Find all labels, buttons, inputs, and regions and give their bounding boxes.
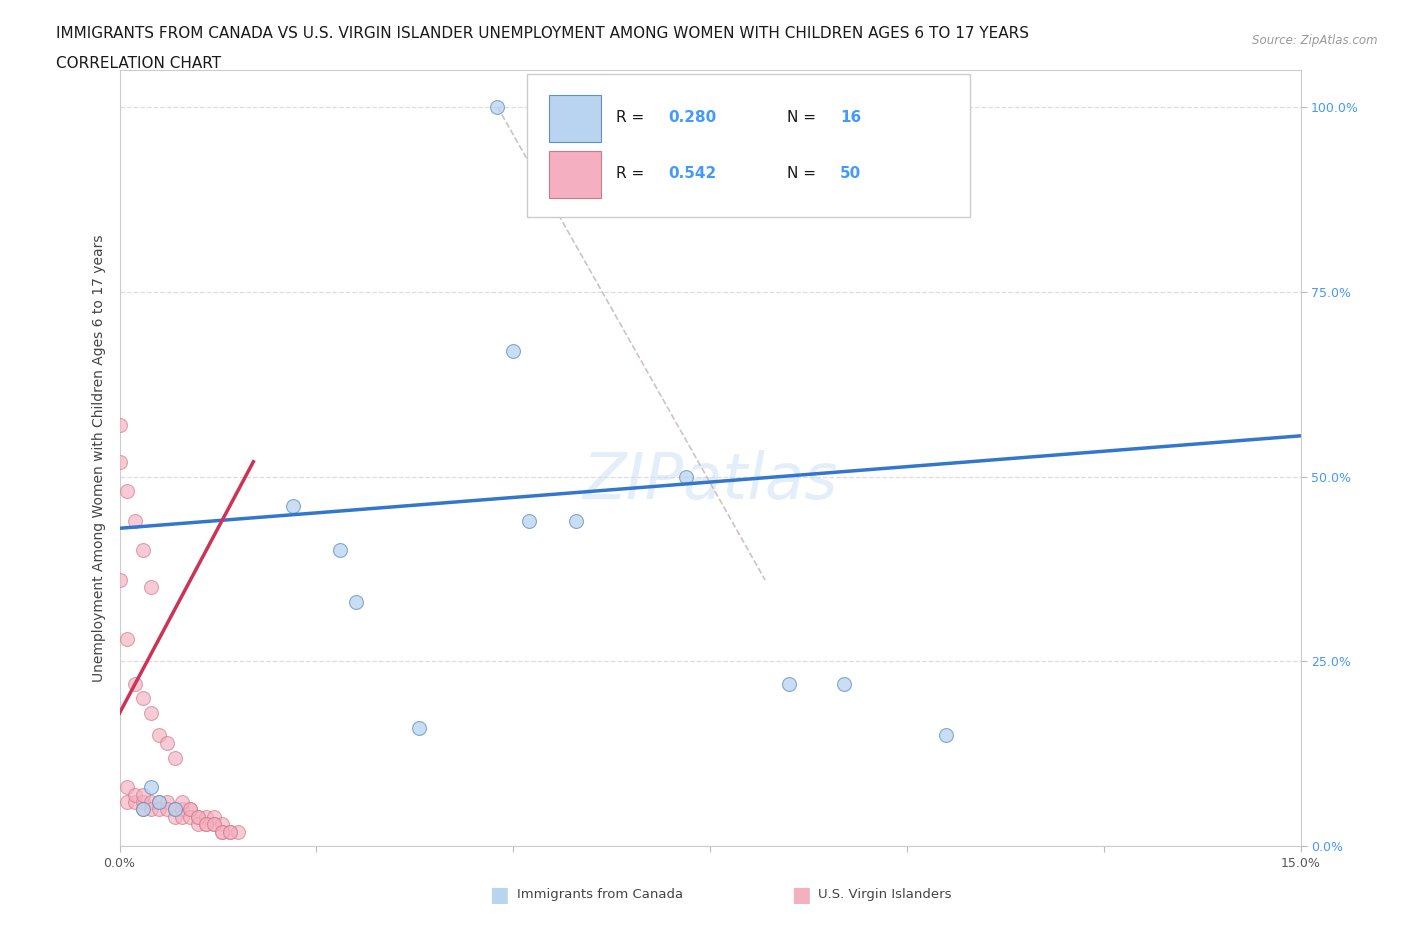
Text: R =: R = (616, 166, 648, 181)
Point (187, 817, 209, 831)
Point (163, 809, 186, 824)
Point (117, 631, 139, 646)
Point (132, 543, 155, 558)
Point (132, 794, 155, 809)
FancyBboxPatch shape (550, 95, 602, 142)
Point (195, 817, 218, 831)
Point (935, 728, 957, 743)
Point (179, 802, 201, 817)
Point (202, 817, 225, 831)
Point (202, 817, 225, 831)
Point (486, 100, 509, 114)
Point (163, 802, 186, 817)
Point (179, 802, 201, 817)
FancyBboxPatch shape (550, 151, 602, 198)
Point (344, 595, 367, 610)
Point (108, 418, 131, 432)
Point (124, 513, 146, 528)
Point (139, 794, 162, 809)
Text: U.S. Virgin Islanders: U.S. Virgin Islanders (818, 888, 952, 901)
Point (211, 817, 233, 831)
Point (329, 543, 352, 558)
Text: 16: 16 (839, 111, 862, 126)
Point (172, 794, 194, 809)
Text: ZIPatlas: ZIPatlas (582, 450, 838, 512)
Y-axis label: Unemployment Among Women with Children Ages 6 to 17 years: Unemployment Among Women with Children A… (93, 234, 107, 682)
Point (502, 343, 524, 358)
Text: IMMIGRANTS FROM CANADA VS U.S. VIRGIN ISLANDER UNEMPLOYMENT AMONG WOMEN WITH CHI: IMMIGRANTS FROM CANADA VS U.S. VIRGIN IS… (56, 26, 1029, 41)
Point (139, 706, 162, 721)
Point (211, 824, 233, 839)
Point (408, 721, 430, 736)
Text: N =: N = (787, 111, 821, 126)
Text: Source: ZipAtlas.com: Source: ZipAtlas.com (1253, 34, 1378, 47)
Point (195, 809, 218, 824)
Point (117, 779, 139, 794)
Point (124, 787, 146, 802)
Point (832, 676, 855, 691)
Point (132, 787, 155, 802)
Point (156, 802, 179, 817)
Point (148, 794, 170, 809)
FancyBboxPatch shape (527, 73, 970, 218)
Point (778, 676, 800, 691)
Point (139, 802, 162, 817)
Point (187, 809, 209, 824)
Point (124, 794, 146, 809)
Point (211, 824, 233, 839)
Point (156, 794, 179, 809)
Point (163, 802, 186, 817)
Point (281, 498, 304, 513)
Point (675, 469, 697, 484)
Point (108, 454, 131, 469)
Point (517, 513, 540, 528)
Point (156, 736, 179, 751)
Point (172, 802, 194, 817)
Text: ■: ■ (792, 884, 811, 905)
Text: CORRELATION CHART: CORRELATION CHART (56, 56, 221, 71)
Point (148, 728, 170, 743)
Text: 0.542: 0.542 (669, 166, 717, 181)
Point (202, 809, 225, 824)
Point (117, 484, 139, 498)
Point (565, 513, 588, 528)
Point (148, 794, 170, 809)
Point (195, 817, 218, 831)
Point (218, 824, 240, 839)
Point (218, 824, 240, 839)
Point (187, 809, 209, 824)
Point (132, 802, 155, 817)
Point (226, 824, 249, 839)
Text: 50: 50 (839, 166, 862, 181)
Point (139, 779, 162, 794)
Point (179, 809, 201, 824)
Point (148, 802, 170, 817)
Text: N =: N = (787, 166, 821, 181)
Point (117, 794, 139, 809)
Point (163, 751, 186, 765)
Point (172, 809, 194, 824)
Text: 0.280: 0.280 (669, 111, 717, 126)
Point (132, 691, 155, 706)
Point (139, 580, 162, 595)
Text: ■: ■ (489, 884, 509, 905)
Point (108, 573, 131, 588)
Text: R =: R = (616, 111, 648, 126)
Text: Immigrants from Canada: Immigrants from Canada (517, 888, 683, 901)
Point (132, 802, 155, 817)
Point (124, 676, 146, 691)
